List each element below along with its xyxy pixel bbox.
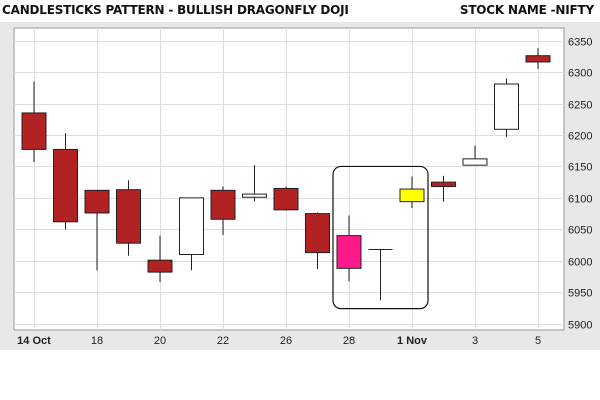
x-axis-labels: 14 Oct 18 20 22 26 28 1 Nov 3 5 <box>17 335 541 347</box>
candles-layer <box>21 48 551 301</box>
candle-body <box>273 187 299 211</box>
y-axis-labels: 5900 5950 6000 6050 6100 6150 6200 6250 6300 6350 <box>568 37 592 332</box>
candle-body <box>84 189 110 214</box>
y-tick-label: 6350 <box>568 37 592 49</box>
candle-body <box>336 235 362 269</box>
x-tick-label: 5 <box>535 335 541 347</box>
y-tick-label: 5950 <box>568 288 592 300</box>
highlight-box <box>332 165 429 310</box>
x-tick-label: 1 Nov <box>397 335 428 347</box>
candle-body <box>399 188 425 203</box>
highlight-layer <box>332 165 429 310</box>
x-tick-label: 14 Oct <box>17 335 51 347</box>
x-tick-label: 18 <box>91 335 103 347</box>
candle-body <box>210 189 236 220</box>
y-tick-label: 6250 <box>568 100 592 112</box>
y-tick-label: 6300 <box>568 68 592 80</box>
candle-body <box>179 197 204 255</box>
chart-title: CANDLESTICKS PATTERN - BULLISH DRAGONFLY… <box>2 3 349 17</box>
x-tick-label: 20 <box>154 335 166 347</box>
y-tick-label: 6050 <box>568 225 592 237</box>
candle-body <box>305 213 330 254</box>
y-tick-label: 5900 <box>568 320 592 332</box>
candle-body <box>525 55 551 63</box>
candle-body <box>431 181 456 188</box>
stock-name: STOCK NAME -NIFTY <box>459 3 594 17</box>
candle-body <box>462 158 488 166</box>
candle-body <box>494 83 519 130</box>
x-tick-label: 26 <box>280 335 292 347</box>
candle-body <box>147 259 173 273</box>
plot-area <box>13 27 565 331</box>
candle-body <box>21 112 47 150</box>
x-tick-label: 3 <box>472 335 478 347</box>
y-tick-label: 6150 <box>568 162 592 174</box>
candle-body <box>53 148 78 223</box>
y-tick-label: 6100 <box>568 194 592 206</box>
y-tick-label: 6200 <box>568 131 592 143</box>
x-tick-label: 22 <box>217 335 229 347</box>
candle-body <box>116 189 141 244</box>
x-tick-label: 28 <box>343 335 355 347</box>
candle-body <box>242 193 267 198</box>
y-tick-label: 6000 <box>568 257 592 269</box>
